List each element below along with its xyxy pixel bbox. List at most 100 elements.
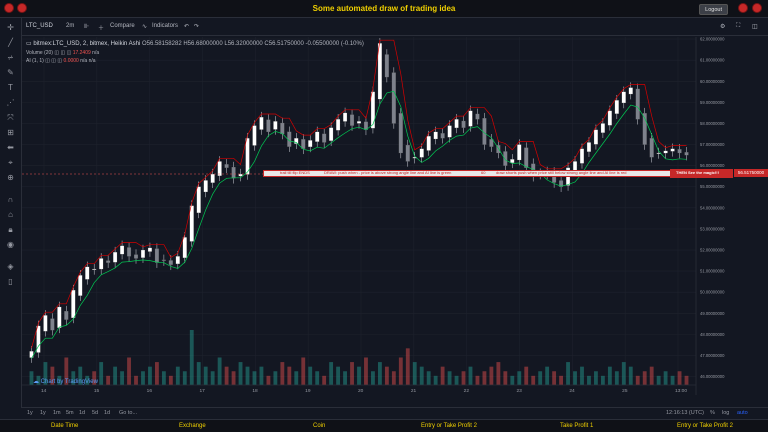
- volume-bar: [503, 371, 508, 385]
- compare-button[interactable]: Compare: [110, 23, 135, 29]
- goto-button[interactable]: Go to...: [119, 410, 138, 416]
- y-tick-label: 52.00000000: [700, 248, 725, 253]
- candle: [593, 129, 598, 145]
- timeframe-button[interactable]: 5m: [66, 410, 74, 416]
- fullscreen-icon[interactable]: ⛶: [736, 23, 741, 29]
- compare-icon[interactable]: ＋: [98, 26, 105, 32]
- indicators-icon[interactable]: ∿: [142, 24, 148, 30]
- chart-toolbar: LTC_USD 2m ⊪ ＋ Compare ∿ Indicators ↶ ↷ …: [22, 18, 768, 36]
- candle: [322, 133, 327, 143]
- magnet-icon[interactable]: ∩: [7, 195, 14, 204]
- undo-icon[interactable]: ↶: [184, 24, 190, 30]
- clock-readout[interactable]: 12:16:13 (UTC): [666, 410, 704, 416]
- volume-label[interactable]: Volume (20): [26, 50, 53, 56]
- indicator-controls-icon[interactable]: ◫ ◫ ◫: [54, 50, 72, 56]
- volume-bar: [64, 357, 69, 385]
- legend-collapse-icon[interactable]: ▭: [26, 41, 32, 47]
- trend-line-icon[interactable]: ╱: [8, 38, 13, 47]
- volume-bar: [154, 362, 159, 385]
- candle: [607, 110, 612, 126]
- red-circle-icon[interactable]: [752, 3, 762, 13]
- auto-toggle[interactable]: auto: [737, 410, 748, 416]
- bottom-entry-tp2-b: Entry or Take Profit 2: [677, 423, 733, 429]
- candle: [356, 121, 362, 124]
- brush-icon[interactable]: ✎: [7, 68, 14, 77]
- volume-bar: [677, 371, 682, 385]
- bottom-tp1: Take Profit 1: [560, 423, 594, 429]
- volume-bar: [238, 362, 243, 385]
- candle: [280, 122, 285, 135]
- timeframe-button[interactable]: 5d: [92, 410, 99, 416]
- candle: [628, 87, 633, 95]
- measure-icon[interactable]: ⊞: [7, 128, 14, 137]
- tradingview-watermark[interactable]: ☁ Chart by TradingView: [33, 379, 98, 385]
- volume-bar: [85, 375, 90, 385]
- volume-bar: [43, 362, 48, 385]
- y-tick-label: 56.00000000: [700, 163, 725, 168]
- trash-icon[interactable]: ▯: [8, 277, 13, 286]
- candle: [454, 119, 459, 129]
- volume-bar: [259, 366, 264, 385]
- log-toggle[interactable]: log: [722, 410, 730, 416]
- x-tick-label: 21: [411, 388, 417, 394]
- volume-bar: [538, 371, 543, 385]
- indicator-controls-icon[interactable]: ◫ ◫ ◫: [45, 58, 63, 64]
- interval-selector[interactable]: 2m: [66, 23, 75, 29]
- logout-button[interactable]: Logout: [699, 4, 728, 15]
- candle: [154, 248, 159, 263]
- pattern-icon[interactable]: ⋰: [6, 98, 15, 107]
- candle: [85, 266, 90, 280]
- timeframe-button[interactable]: 1y: [27, 410, 33, 416]
- text-icon[interactable]: T: [8, 83, 13, 92]
- candle: [510, 159, 515, 163]
- layers-icon[interactable]: ◈: [7, 262, 14, 271]
- crosshair-icon[interactable]: ✛: [7, 23, 14, 32]
- eye-icon[interactable]: ◉: [7, 240, 14, 249]
- percent-toggle[interactable]: %: [710, 410, 715, 416]
- candle: [99, 258, 104, 270]
- volume-na: n/a: [92, 50, 100, 56]
- zoom-icon[interactable]: ⊕: [7, 173, 14, 182]
- symbol-search[interactable]: LTC_USD: [26, 23, 53, 29]
- redo-icon[interactable]: ↷: [194, 24, 200, 30]
- fib-icon[interactable]: ⩫: [7, 53, 14, 62]
- candle: [384, 54, 389, 78]
- indicators-button[interactable]: Indicators: [152, 23, 179, 29]
- volume-bar: [559, 375, 564, 385]
- chart-style-icon[interactable]: ⊪: [84, 24, 90, 30]
- y-tick-label: 62.00000000: [700, 37, 725, 42]
- ruler-icon[interactable]: ⌖: [8, 158, 13, 167]
- volume-bar: [301, 357, 306, 385]
- bottom-date-time: Date Time: [51, 423, 79, 429]
- snapshot-icon[interactable]: ◫: [752, 24, 758, 30]
- price-chart[interactable]: 62.00000000 61.00000000 60.00000000 59.0000…: [22, 37, 734, 395]
- settings-icon[interactable]: ⚙: [720, 24, 726, 30]
- timeframe-button[interactable]: 1d: [79, 410, 86, 416]
- red-circle-icon[interactable]: [17, 3, 27, 13]
- ai-label[interactable]: AI (1, 1): [26, 58, 44, 64]
- volume-bar: [245, 366, 250, 385]
- cloud-icon: ☁: [33, 379, 39, 385]
- ai-legend: AI (1, 1) ◫ ◫ ◫ 0.0000 n/a n/a: [26, 58, 96, 64]
- candle: [182, 237, 187, 258]
- red-circle-icon[interactable]: [4, 3, 14, 13]
- prediction-icon[interactable]: ⤧: [7, 113, 14, 122]
- volume-bar: [440, 366, 445, 385]
- lock-drawing-icon[interactable]: ⌂: [8, 210, 13, 219]
- candle: [433, 131, 438, 140]
- candle: [370, 91, 375, 129]
- volume-bar: [461, 371, 466, 385]
- candle: [663, 150, 668, 154]
- lock-icon[interactable]: 🔒︎: [8, 225, 13, 234]
- red-circle-icon[interactable]: [738, 3, 748, 13]
- back-arrow-icon[interactable]: ⬅: [7, 143, 14, 152]
- volume-bar: [266, 375, 271, 385]
- volume-bar: [587, 375, 591, 385]
- x-tick-label: 19: [305, 388, 311, 394]
- candle: [579, 148, 585, 164]
- timeframe-button[interactable]: 1d: [104, 410, 111, 416]
- timeframe-button[interactable]: 1y: [40, 410, 46, 416]
- bottom-bar: Date Time Exchange Coin Entry or Take Pr…: [0, 419, 768, 432]
- timeframe-button[interactable]: 1m: [53, 410, 61, 416]
- candle: [224, 164, 229, 168]
